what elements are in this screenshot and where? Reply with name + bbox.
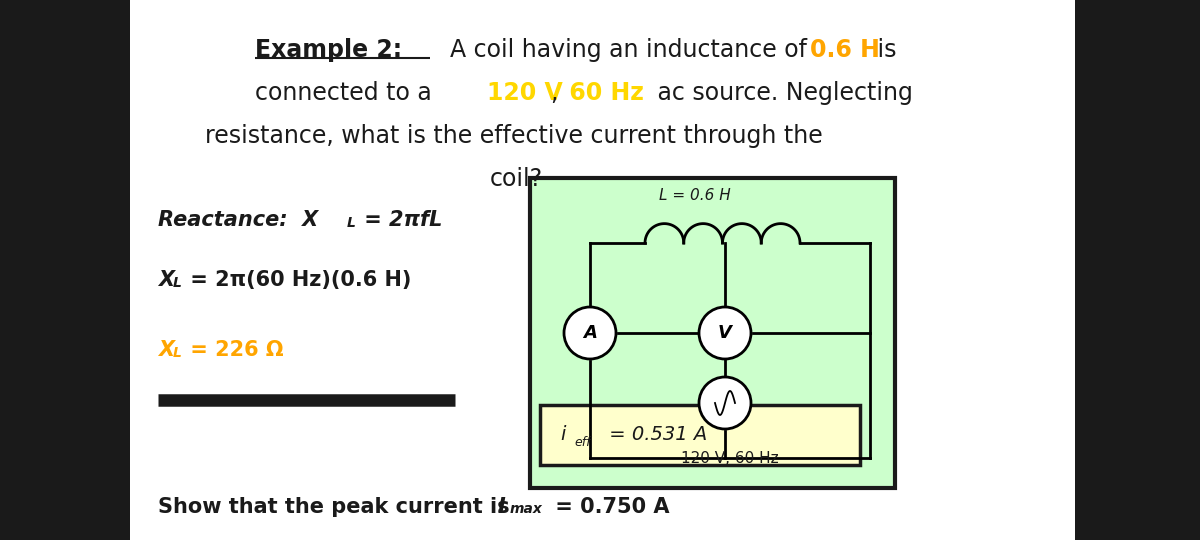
- Text: i: i: [560, 426, 565, 444]
- Text: coil?: coil?: [490, 167, 544, 191]
- Text: = 0.531 A: = 0.531 A: [604, 426, 707, 444]
- Text: = 0.750 A: = 0.750 A: [548, 497, 670, 517]
- Text: ,: ,: [550, 81, 557, 105]
- Bar: [540, 405, 860, 465]
- Text: = 2π(60 Hz)(0.6 H): = 2π(60 Hz)(0.6 H): [182, 270, 412, 290]
- Text: A: A: [583, 324, 596, 342]
- Text: L: L: [347, 216, 356, 230]
- Text: connected to a: connected to a: [256, 81, 439, 105]
- Text: ac source. Neglecting: ac source. Neglecting: [650, 81, 913, 105]
- Text: L = 0.6 H: L = 0.6 H: [659, 188, 731, 203]
- Text: is: is: [870, 38, 896, 62]
- Text: 60 Hz: 60 Hz: [562, 81, 644, 105]
- Text: resistance, what is the effective current through the: resistance, what is the effective curren…: [205, 124, 823, 148]
- Text: I: I: [498, 497, 505, 517]
- Text: V: V: [718, 324, 732, 342]
- Circle shape: [564, 307, 616, 359]
- Text: max: max: [510, 502, 542, 516]
- Text: L: L: [173, 276, 182, 290]
- Text: X: X: [158, 270, 174, 290]
- Text: = 2πfL: = 2πfL: [358, 210, 443, 230]
- Text: X: X: [158, 340, 174, 360]
- Bar: [1075, 0, 1200, 540]
- Text: 120 V: 120 V: [487, 81, 563, 105]
- Text: L: L: [173, 346, 182, 360]
- Text: Example 2:: Example 2:: [256, 38, 402, 62]
- Text: 120 V, 60 Hz: 120 V, 60 Hz: [682, 451, 779, 466]
- Text: = 226 Ω: = 226 Ω: [182, 340, 283, 360]
- Text: 0.6 H: 0.6 H: [810, 38, 880, 62]
- Bar: [0, 0, 130, 540]
- Bar: [530, 178, 895, 488]
- Text: Show that the peak current is: Show that the peak current is: [158, 497, 517, 517]
- Text: A coil having an inductance of: A coil having an inductance of: [436, 38, 815, 62]
- Circle shape: [698, 307, 751, 359]
- Text: eff: eff: [574, 435, 590, 449]
- Text: Reactance:  X: Reactance: X: [158, 210, 318, 230]
- Circle shape: [698, 377, 751, 429]
